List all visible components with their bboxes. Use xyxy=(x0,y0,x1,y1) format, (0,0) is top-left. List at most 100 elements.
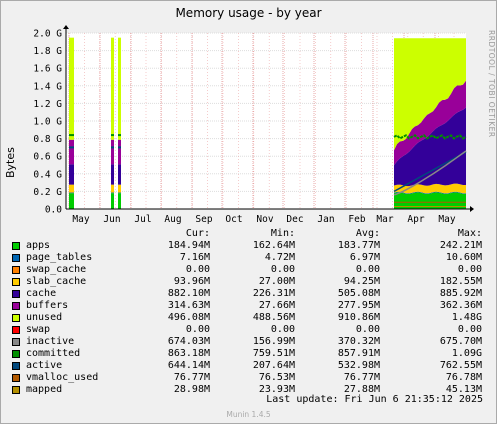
legend-cur-value: 7.16M xyxy=(179,252,210,263)
x-tick-label: Nov xyxy=(256,214,273,225)
legend-cur-value: 93.96M xyxy=(173,276,210,287)
legend-name: buffers xyxy=(26,300,69,311)
munin-version: Munin 1.4.5 xyxy=(226,410,271,419)
last-update: Last update: Fri Jun 6 21:35:12 2025 xyxy=(266,394,483,405)
x-tick-label: Mar xyxy=(376,214,393,225)
legend-name: slab_cache xyxy=(26,276,87,287)
legend-row-page_tables: page_tables 7.16M 4.72M 6.97M 10.60M xyxy=(12,252,492,264)
header-cur: Cur: xyxy=(185,228,210,239)
legend-max-value: 362.36M xyxy=(439,300,482,311)
x-tick-label: Jun xyxy=(103,214,120,225)
legend-row-inactive: inactive 674.03M 156.99M 370.32M 675.70M xyxy=(12,336,492,348)
legend-avg-value: 6.97M xyxy=(349,252,380,263)
jun-column-a-buffers xyxy=(111,139,114,165)
legend-row-swap_cache: swap_cache 0.00 0.00 0.00 0.00 xyxy=(12,264,492,276)
jun-column-b-slab_cache xyxy=(118,184,121,193)
legend-row-cache: cache 882.10M 226.31M 505.08M 885.92M xyxy=(12,288,492,300)
legend-avg-value: 76.77M xyxy=(343,372,380,383)
header-avg: Avg: xyxy=(355,228,380,239)
legend-row-slab_cache: slab_cache 93.96M 27.00M 94.25M 182.55M xyxy=(12,276,492,288)
area-buffers xyxy=(394,80,466,166)
legend-max-value: 45.13M xyxy=(445,384,482,395)
legend-max-value: 0.00 xyxy=(457,264,482,275)
legend-min-value: 226.31M xyxy=(252,288,295,299)
legend-max-value: 10.60M xyxy=(445,252,482,263)
y-axis-arrow xyxy=(63,25,69,29)
jun-column-b-buffers xyxy=(118,139,121,165)
legend-min-value: 207.64M xyxy=(252,360,295,371)
y-tick-label: 1.2 G xyxy=(33,99,62,110)
may-column-buffers xyxy=(69,139,74,165)
legend-min-value: 759.51M xyxy=(252,348,295,359)
area-page_tables xyxy=(394,191,466,195)
legend-swatch xyxy=(12,266,20,274)
legend-max-value: 76.78M xyxy=(445,372,482,383)
x-tick-label: May xyxy=(72,214,89,225)
legend-min-value: 0.00 xyxy=(270,264,295,275)
line-active xyxy=(393,151,467,193)
legend-avg-value: 532.98M xyxy=(337,360,380,371)
legend-name: unused xyxy=(26,312,63,323)
legend-name: cache xyxy=(26,288,57,299)
legend-max-value: 675.70M xyxy=(439,336,482,347)
legend-avg-value: 0.00 xyxy=(355,324,380,335)
legend-name: inactive xyxy=(26,336,75,347)
line-committed xyxy=(393,134,467,140)
legend-min-value: 4.72M xyxy=(264,252,295,263)
area-cache xyxy=(394,107,466,187)
x-tick-label: Apr xyxy=(407,214,424,225)
x-tick-label: Jul xyxy=(134,214,151,225)
legend-max-value: 0.00 xyxy=(457,324,482,335)
legend-row-vmalloc_used: vmalloc_used 76.77M 76.53M 76.77M 76.78M xyxy=(12,372,492,384)
legend-avg-value: 94.25M xyxy=(343,276,380,287)
may-column-page_tables xyxy=(69,192,74,194)
legend-row-active: active 644.14M 207.64M 532.98M 762.55M xyxy=(12,360,492,372)
jun-column-a-slab_cache xyxy=(111,184,114,193)
legend-name: swap_cache xyxy=(26,264,87,275)
legend-header: Cur: Min: Avg: Max: xyxy=(12,228,492,240)
legend-avg-value: 183.77M xyxy=(337,240,380,251)
x-tick-label: Oct xyxy=(225,214,242,225)
may-column-apps xyxy=(69,193,74,209)
legend-cur-value: 674.03M xyxy=(167,336,210,347)
legend-cur-value: 644.14M xyxy=(167,360,210,371)
legend-row-swap: swap 0.00 0.00 0.00 0.00 xyxy=(12,324,492,336)
legend-avg-value: 505.08M xyxy=(337,288,380,299)
legend-min-value: 76.53M xyxy=(258,372,295,383)
legend-swatch xyxy=(12,254,20,262)
x-tick-label: Dec xyxy=(286,214,303,225)
legend-row-apps: apps 184.94M 162.64M 183.77M 242.21M xyxy=(12,240,492,252)
legend-row-committed: committed 863.18M 759.51M 857.91M 1.09G xyxy=(12,348,492,360)
may-column-unused xyxy=(69,37,74,140)
legend-swatch xyxy=(12,362,20,370)
legend-max-value: 1.09G xyxy=(451,348,482,359)
legend-swatch xyxy=(12,314,20,322)
x-tick-label: Jan xyxy=(317,214,334,225)
legend-max-value: 1.48G xyxy=(451,312,482,323)
legend-name: swap xyxy=(26,324,51,335)
y-tick-label: 0.4 G xyxy=(33,169,62,180)
legend-name: page_tables xyxy=(26,252,93,263)
legend-avg-value: 277.95M xyxy=(337,300,380,311)
legend-cur-value: 0.00 xyxy=(185,324,210,335)
legend-name: vmalloc_used xyxy=(26,372,99,383)
legend-min-value: 162.64M xyxy=(252,240,295,251)
legend-name: mapped xyxy=(26,384,63,395)
legend-row-unused: unused 496.08M 488.56M 910.86M 1.48G xyxy=(12,312,492,324)
legend-swatch xyxy=(12,302,20,310)
legend-cur-value: 496.08M xyxy=(167,312,210,323)
legend-min-value: 23.93M xyxy=(258,384,295,395)
legend-swatch xyxy=(12,278,20,286)
x-tick-label: Feb xyxy=(348,214,365,225)
y-tick-label: 0.0 xyxy=(45,205,62,216)
jun-column-a-apps xyxy=(111,193,114,209)
legend-swatch xyxy=(12,242,20,250)
legend-swatch xyxy=(12,338,20,346)
legend-cur-value: 0.00 xyxy=(185,264,210,275)
legend-min-value: 27.66M xyxy=(258,300,295,311)
chart-plot: 0.0 0.2 G 0.4 G 0.6 G 0.8 G 1.0 G 1.2 G 1.4 G 1.… xyxy=(33,25,474,225)
legend-avg-value: 910.86M xyxy=(337,312,380,323)
may-column-cache xyxy=(69,164,74,185)
legend-max-value: 762.55M xyxy=(439,360,482,371)
y-tick-label: 2.0 G xyxy=(33,29,62,40)
